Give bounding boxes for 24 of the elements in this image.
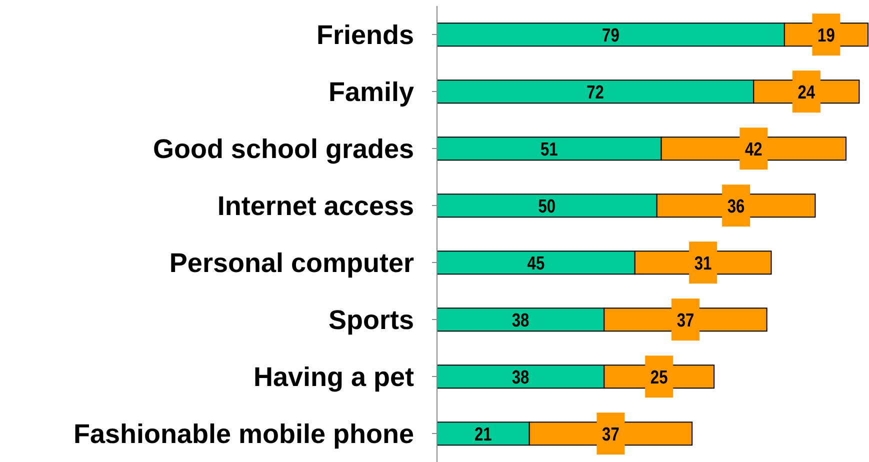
y-tick-label: Internet access — [217, 191, 414, 222]
data-label: 50 — [538, 195, 556, 217]
data-label: 25 — [650, 366, 668, 388]
y-tick-label: Having a pet — [253, 362, 414, 392]
y-tick-label: Fashionable mobile phone — [73, 419, 414, 450]
data-label: 38 — [512, 366, 530, 388]
data-label: 21 — [474, 423, 492, 445]
y-tick-label: Good school grades — [152, 134, 414, 164]
data-label: 51 — [540, 138, 558, 160]
y-tick-label: Personal computer — [169, 248, 414, 278]
y-tick-label: Sports — [328, 305, 414, 336]
data-label: 38 — [512, 309, 530, 331]
data-label: 31 — [694, 252, 712, 274]
data-label: 24 — [798, 81, 816, 103]
y-tick-label: Family — [328, 77, 414, 108]
data-label: 37 — [676, 309, 694, 331]
data-label: 45 — [527, 252, 545, 274]
data-label: 36 — [727, 195, 746, 217]
data-label: 72 — [586, 81, 604, 103]
data-label: 79 — [602, 24, 620, 46]
y-tick-label: Friends — [316, 20, 414, 50]
data-label: 19 — [818, 24, 836, 46]
data-label: 42 — [744, 138, 762, 160]
data-label: 37 — [602, 423, 620, 445]
